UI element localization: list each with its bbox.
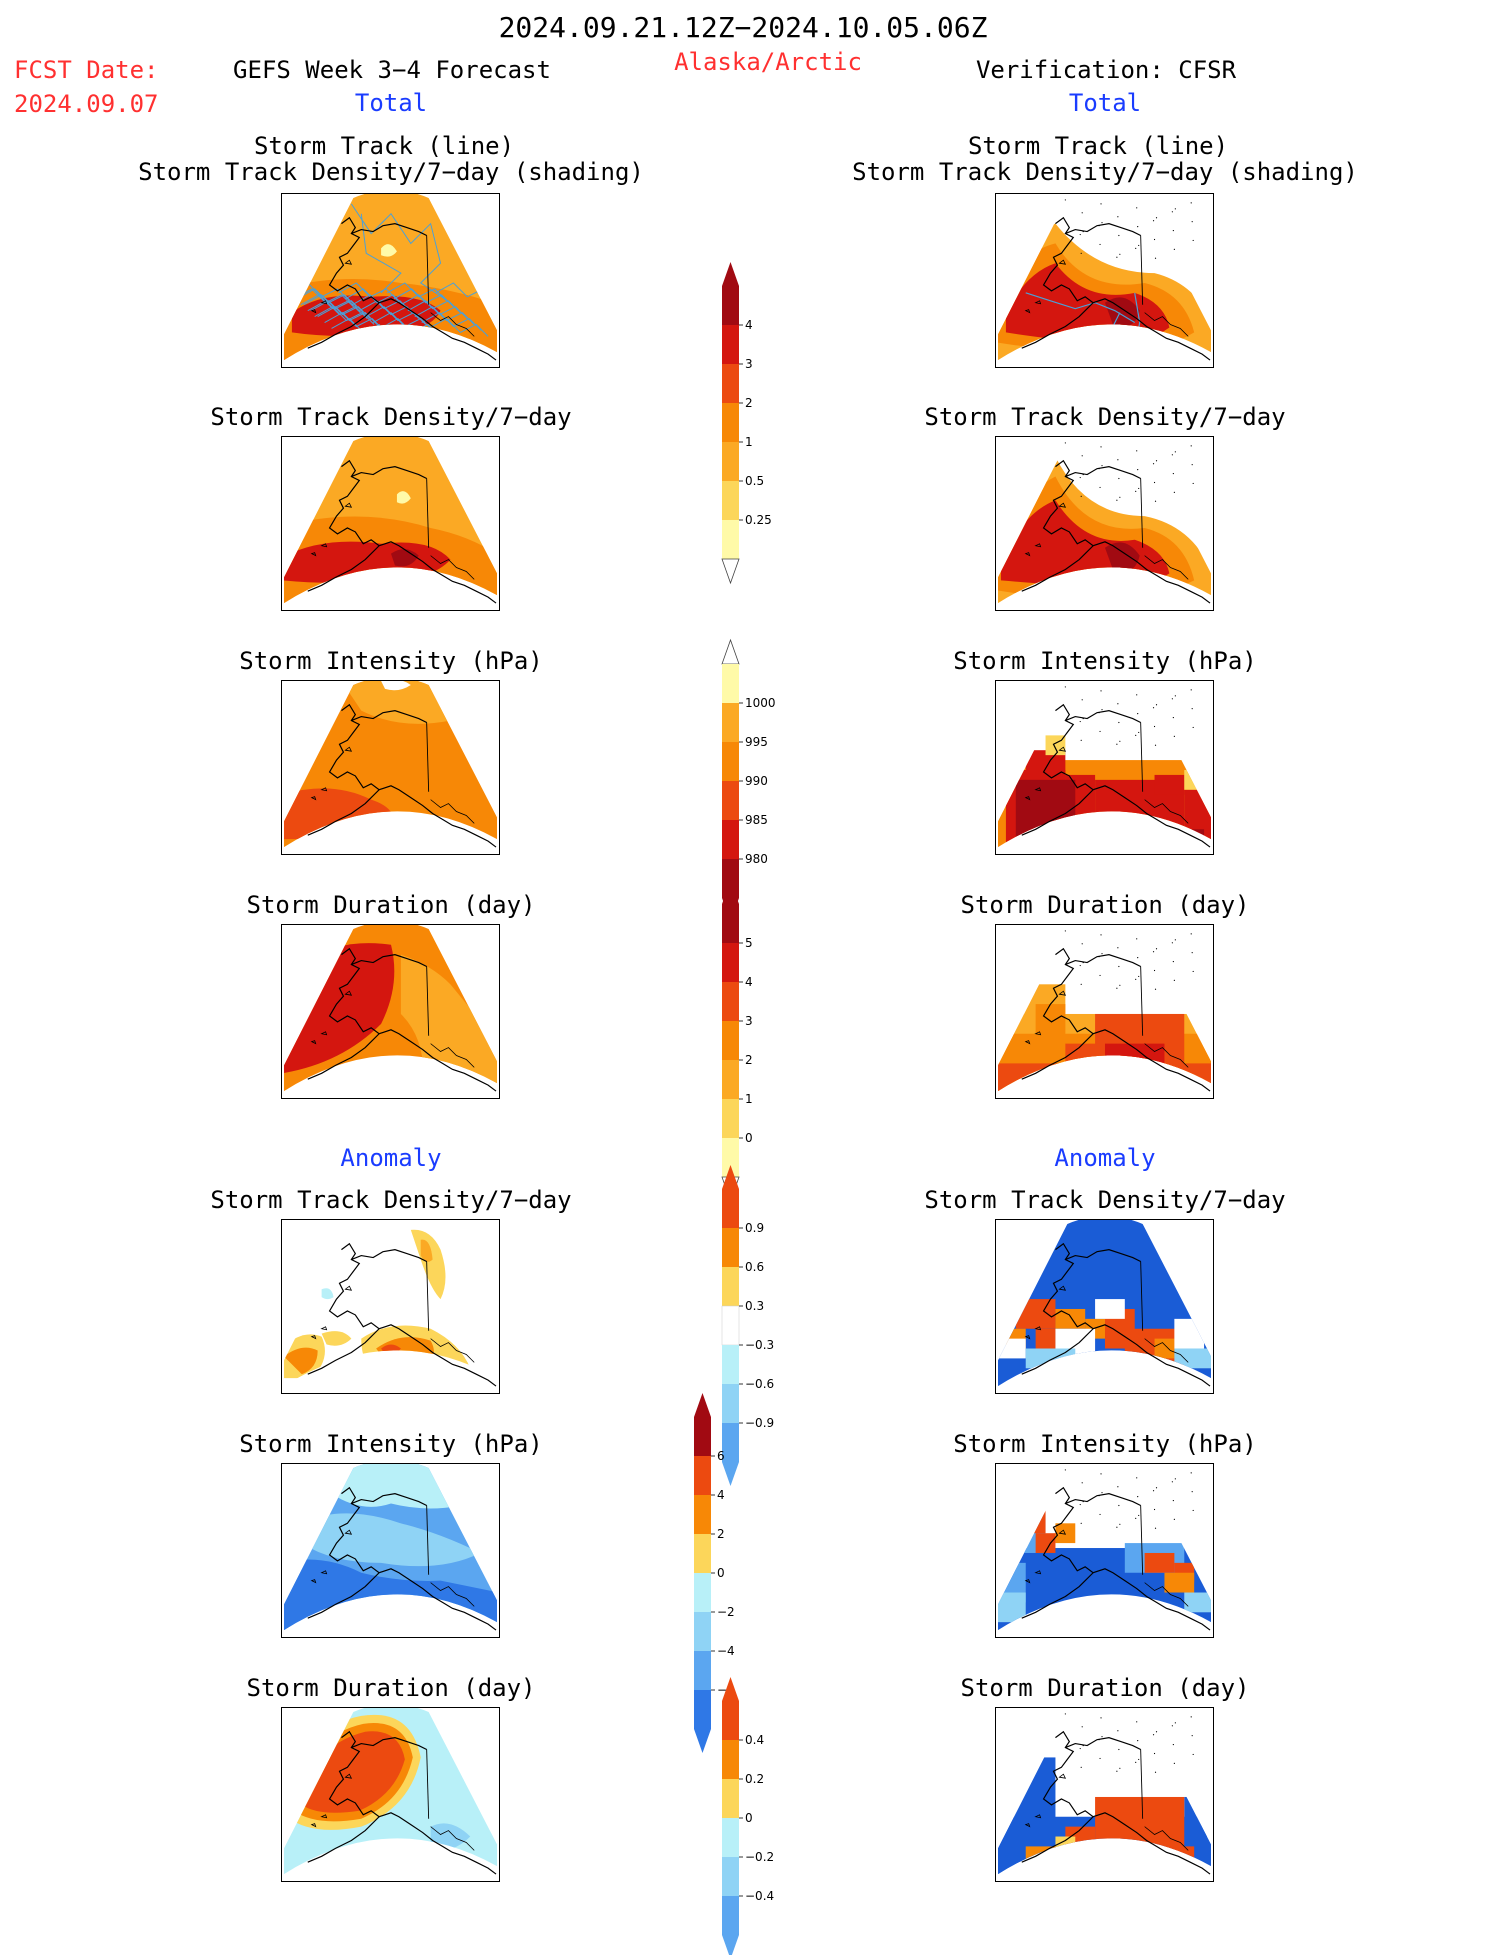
right-anom-density-title: Storm Track Density/7−day: [924, 1186, 1286, 1214]
map-gefs-anom-duration: [281, 1707, 500, 1882]
svg-text:0.2: 0.2: [745, 1772, 764, 1786]
svg-text:995: 995: [745, 735, 768, 749]
svg-text:1: 1: [745, 435, 753, 449]
svg-text:−0.9: −0.9: [745, 1416, 774, 1430]
map-gefs-anom-density: [281, 1219, 500, 1394]
svg-text:0.4: 0.4: [745, 1733, 764, 1747]
map-gefs-track: [281, 193, 500, 368]
svg-text:−0.4: −0.4: [745, 1889, 774, 1903]
svg-text:990: 990: [745, 774, 768, 788]
map-gefs-duration: [281, 924, 500, 1099]
svg-text:4: 4: [745, 318, 753, 332]
left-intensity-title: Storm Intensity (hPa): [239, 647, 543, 675]
svg-text:0.9: 0.9: [745, 1221, 764, 1235]
right-track-title-2: Storm Track Density/7−day (shading): [852, 158, 1358, 186]
colorbar-duration-anomaly: 0.4 0.2 0 −0.2 −0.4: [718, 1677, 828, 1955]
map-cfsr-anom-intensity: [995, 1463, 1214, 1638]
svg-text:4: 4: [745, 975, 753, 989]
right-anom-intensity-title: Storm Intensity (hPa): [953, 1430, 1257, 1458]
right-density-title: Storm Track Density/7−day: [924, 403, 1286, 431]
svg-text:−2: −2: [717, 1605, 735, 1619]
map-cfsr-duration: [995, 924, 1214, 1099]
svg-text:−0.2: −0.2: [745, 1850, 774, 1864]
colorbar-density-anomaly: 0.9 0.6 0.3 −0.3 −0.6 −0.9: [718, 1165, 828, 1486]
svg-text:0: 0: [745, 1811, 753, 1825]
forecast-title: GEFS Week 3−4 Forecast: [233, 56, 551, 84]
left-anom-intensity-title: Storm Intensity (hPa): [239, 1430, 543, 1458]
map-cfsr-anom-duration: [995, 1707, 1214, 1882]
fcst-date-value: 2024.09.07: [14, 90, 159, 118]
left-track-title-1: Storm Track (line): [253, 132, 515, 160]
svg-text:1: 1: [745, 1092, 753, 1106]
left-track-title-2: Storm Track Density/7−day (shading): [138, 158, 644, 186]
svg-text:0: 0: [717, 1566, 725, 1580]
left-total-label: Total: [354, 89, 428, 117]
map-gefs-intensity: [281, 680, 500, 855]
svg-text:2: 2: [745, 1053, 753, 1067]
svg-text:0.25: 0.25: [745, 513, 772, 527]
svg-text:2: 2: [717, 1527, 725, 1541]
svg-text:4: 4: [717, 1488, 725, 1502]
region-title: Alaska/Arctic: [674, 48, 862, 76]
svg-text:−4: −4: [717, 1644, 735, 1658]
map-gefs-anom-intensity: [281, 1463, 500, 1638]
map-cfsr-anom-density: [995, 1219, 1214, 1394]
svg-text:0.3: 0.3: [745, 1299, 764, 1313]
left-duration-title: Storm Duration (day): [246, 891, 536, 919]
svg-text:3: 3: [745, 1014, 753, 1028]
right-duration-title: Storm Duration (day): [960, 891, 1250, 919]
svg-text:−0.6: −0.6: [745, 1377, 774, 1391]
left-anomaly-label: Anomaly: [340, 1144, 442, 1172]
svg-text:0.5: 0.5: [745, 474, 764, 488]
svg-text:0.6: 0.6: [745, 1260, 764, 1274]
verification-title: Verification: CFSR: [975, 56, 1237, 84]
left-anom-density-title: Storm Track Density/7−day: [210, 1186, 572, 1214]
map-cfsr-intensity: [995, 680, 1214, 855]
right-track-title-1: Storm Track (line): [967, 132, 1229, 160]
colorbar-intensity-anomaly: 6 4 2 0 −2 −4 −6: [690, 1393, 800, 1753]
svg-text:3: 3: [745, 357, 753, 371]
right-anomaly-label: Anomaly: [1054, 1144, 1156, 1172]
svg-text:0: 0: [745, 1131, 753, 1145]
colorbar-intensity: 1000 995 990 985 980: [718, 638, 828, 922]
svg-text:2: 2: [745, 396, 753, 410]
map-cfsr-track: [995, 193, 1214, 368]
svg-text:985: 985: [745, 813, 768, 827]
colorbar-density: 4 3 2 1 0.5 0.25: [718, 262, 828, 585]
right-intensity-title: Storm Intensity (hPa): [953, 647, 1257, 675]
fcst-date-label: FCST Date:: [14, 56, 159, 84]
right-total-label: Total: [1068, 89, 1142, 117]
svg-text:6: 6: [717, 1449, 725, 1463]
svg-text:980: 980: [745, 852, 768, 866]
map-cfsr-density: [995, 436, 1214, 611]
svg-text:−0.3: −0.3: [745, 1338, 774, 1352]
left-anom-duration-title: Storm Duration (day): [246, 1674, 536, 1702]
map-gefs-density: [281, 436, 500, 611]
period-title: 2024.09.21.12Z−2024.10.05.06Z: [498, 11, 988, 44]
colorbar-duration: 5 4 3 2 1 0: [718, 880, 828, 1203]
svg-text:1000: 1000: [745, 696, 776, 710]
svg-text:5: 5: [745, 936, 753, 950]
left-density-title: Storm Track Density/7−day: [210, 403, 572, 431]
right-anom-duration-title: Storm Duration (day): [960, 1674, 1250, 1702]
